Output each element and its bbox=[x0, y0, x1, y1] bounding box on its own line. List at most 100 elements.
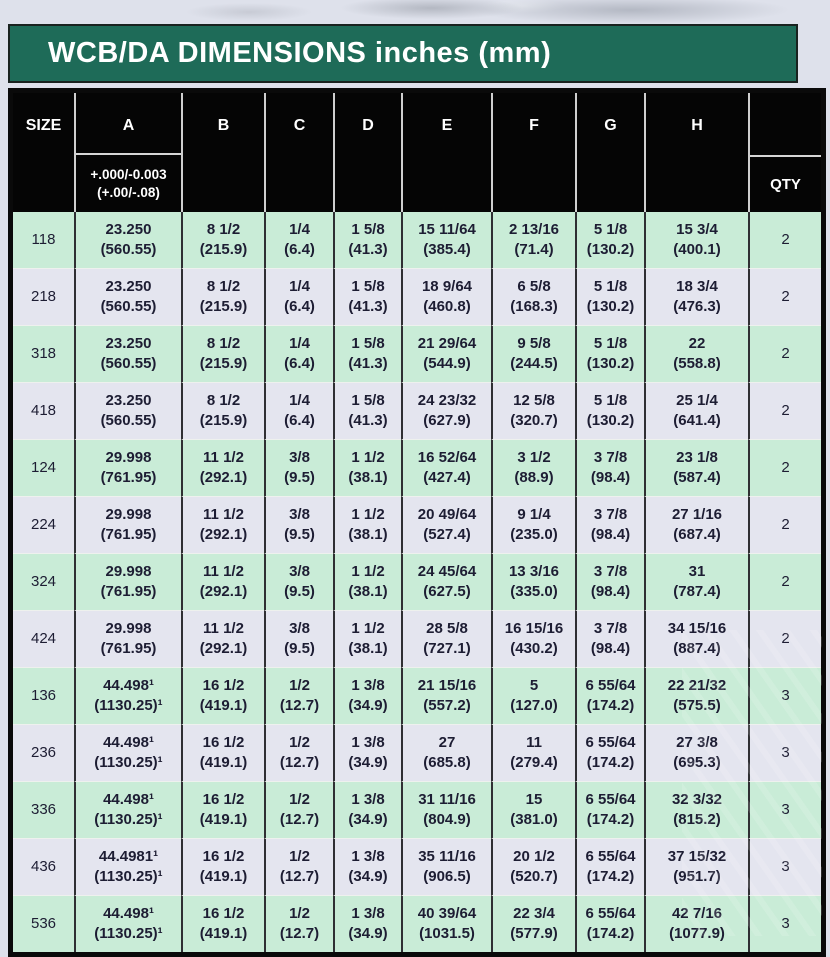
dim-cell-g: 5 1/8 (130.2) bbox=[575, 382, 644, 439]
dim-mm: (1077.9) bbox=[669, 925, 725, 942]
dim-cell-c: 3/8 (9.5) bbox=[264, 496, 333, 553]
dim-inches: 3/8 bbox=[289, 620, 310, 638]
dim-mm: (587.4) bbox=[673, 469, 721, 486]
dim-mm: (419.1) bbox=[199, 925, 248, 942]
dim-cell-b: 8 1/2 (215.9) bbox=[181, 382, 264, 439]
dimensions-table: SIZE A +.000/-0.003 (+.00/-.08) B C D E bbox=[8, 88, 826, 957]
dim-inches: 1 1/2 bbox=[351, 620, 385, 638]
dim-inches: 34 15/16 bbox=[667, 620, 727, 638]
qty-cell: 3 bbox=[748, 667, 821, 724]
qty-cell: 2 bbox=[748, 212, 821, 268]
dim-inches: 1/4 bbox=[289, 392, 310, 410]
dim-cell-e: 18 9/64 (460.8) bbox=[401, 268, 491, 325]
dim-inches: 1/2 bbox=[289, 848, 310, 866]
size-cell: 118 bbox=[13, 212, 74, 268]
dim-mm: (34.9) bbox=[348, 697, 388, 714]
dim-cell-b: 8 1/2 (215.9) bbox=[181, 268, 264, 325]
dim-cell-h: 27 3/8 (695.3) bbox=[644, 724, 748, 781]
qty-cell: 3 bbox=[748, 895, 821, 952]
table-row: 536 44.498¹ (1130.25)¹ 16 1/2 (419.1) 1/2 (12.… bbox=[13, 895, 821, 952]
dim-mm: (130.2) bbox=[586, 241, 635, 258]
dim-mm: (560.55) bbox=[100, 298, 157, 315]
dim-inches: 5 1/8 bbox=[593, 335, 628, 353]
dim-mm: (130.2) bbox=[586, 412, 635, 429]
dim-mm: (557.2) bbox=[423, 697, 471, 714]
dim-inches: 24 45/64 bbox=[417, 563, 477, 581]
dim-cell-d: 1 1/2 (38.1) bbox=[333, 610, 401, 667]
dim-mm: (12.7) bbox=[279, 811, 320, 828]
dim-mm: (1130.25)¹ bbox=[94, 754, 163, 771]
dim-cell-b: 11 1/2 (292.1) bbox=[181, 610, 264, 667]
dim-cell-g: 6 55/64 (174.2) bbox=[575, 724, 644, 781]
dim-cell-h: 27 1/16 (687.4) bbox=[644, 496, 748, 553]
dim-cell-b: 8 1/2 (215.9) bbox=[181, 212, 264, 268]
dim-inches: 37 15/32 bbox=[667, 848, 727, 866]
dim-inches: 6 55/64 bbox=[585, 677, 636, 695]
dim-mm: (38.1) bbox=[348, 640, 388, 657]
dim-mm: (687.4) bbox=[673, 526, 721, 543]
dim-mm: (174.2) bbox=[586, 697, 635, 714]
dim-mm: (560.55) bbox=[100, 355, 157, 372]
dim-mm: (98.4) bbox=[590, 469, 631, 486]
dim-inches: 23 1/8 bbox=[676, 449, 718, 467]
dim-cell-a: 44.4981¹ (1130.25)¹ bbox=[74, 838, 181, 895]
dim-cell-a: 44.498¹ (1130.25)¹ bbox=[74, 724, 181, 781]
table-body: 118 23.250 (560.55) 8 1/2 (215.9) 1/4 (6.4) 1 5… bbox=[13, 212, 821, 952]
dim-cell-e: 40 39/64 (1031.5) bbox=[401, 895, 491, 952]
table-row: 118 23.250 (560.55) 8 1/2 (215.9) 1/4 (6.4) 1 5… bbox=[13, 212, 821, 268]
dim-inches: 6 55/64 bbox=[585, 734, 636, 752]
dim-cell-b: 16 1/2 (419.1) bbox=[181, 838, 264, 895]
column-header-h: H bbox=[644, 93, 748, 212]
dim-mm: (558.8) bbox=[673, 355, 721, 372]
dim-cell-g: 6 55/64 (174.2) bbox=[575, 838, 644, 895]
qty-cell: 2 bbox=[748, 553, 821, 610]
dim-mm: (1130.25)¹ bbox=[94, 925, 163, 942]
dim-cell-g: 3 7/8 (98.4) bbox=[575, 610, 644, 667]
dim-inches: 31 11/16 bbox=[418, 791, 476, 809]
dim-inches: 1 5/8 bbox=[351, 335, 385, 353]
dim-inches: 16 1/2 bbox=[202, 677, 245, 695]
column-header-d: D bbox=[333, 93, 401, 212]
dim-mm: (460.8) bbox=[423, 298, 471, 315]
column-header-label: SIZE bbox=[25, 117, 62, 134]
dim-inches: 22 bbox=[688, 335, 706, 353]
dim-mm: (320.7) bbox=[510, 412, 558, 429]
column-header-label: C bbox=[293, 117, 306, 134]
dim-mm: (130.2) bbox=[586, 355, 635, 372]
dim-inches: 44.498¹ bbox=[103, 905, 154, 923]
size-cell: 224 bbox=[13, 496, 74, 553]
dim-inches: 9 1/4 bbox=[517, 506, 551, 524]
dim-mm: (41.3) bbox=[348, 412, 388, 429]
dim-mm: (577.9) bbox=[510, 925, 558, 942]
dim-inches: 16 52/64 bbox=[417, 449, 477, 467]
dim-cell-d: 1 1/2 (38.1) bbox=[333, 553, 401, 610]
dim-cell-h: 32 3/32 (815.2) bbox=[644, 781, 748, 838]
dim-inches: 3 1/2 bbox=[517, 449, 551, 467]
dim-inches: 15 11/64 bbox=[418, 221, 476, 239]
dim-inches: 21 15/16 bbox=[417, 677, 477, 695]
dim-cell-f: 13 3/16 (335.0) bbox=[491, 553, 575, 610]
dim-cell-a: 23.250 (560.55) bbox=[74, 382, 181, 439]
qty-cell: 2 bbox=[748, 382, 821, 439]
dim-cell-d: 1 3/8 (34.9) bbox=[333, 781, 401, 838]
dim-inches: 18 3/4 bbox=[676, 278, 718, 296]
dim-mm: (560.55) bbox=[100, 412, 157, 429]
dim-mm: (385.4) bbox=[423, 241, 471, 258]
qty-cell: 2 bbox=[748, 268, 821, 325]
table-title-bar: WCB/DA DIMENSIONS inches (mm) bbox=[8, 24, 798, 83]
dim-cell-f: 6 5/8 (168.3) bbox=[491, 268, 575, 325]
dim-inches: 23.250 bbox=[105, 221, 152, 239]
dim-mm: (215.9) bbox=[199, 355, 248, 372]
table-row: 336 44.498¹ (1130.25)¹ 16 1/2 (419.1) 1/2 (12.… bbox=[13, 781, 821, 838]
dim-cell-c: 3/8 (9.5) bbox=[264, 439, 333, 496]
dim-mm: (476.3) bbox=[673, 298, 721, 315]
dim-inches: 28 5/8 bbox=[426, 620, 468, 638]
dim-inches: 1 3/8 bbox=[351, 905, 385, 923]
qty-cell: 3 bbox=[748, 838, 821, 895]
dim-cell-f: 15 (381.0) bbox=[491, 781, 575, 838]
dim-mm: (627.9) bbox=[423, 412, 471, 429]
dim-cell-f: 12 5/8 (320.7) bbox=[491, 382, 575, 439]
dim-mm: (787.4) bbox=[673, 583, 721, 600]
qty-header-label: QTY bbox=[750, 155, 821, 212]
dim-cell-a: 44.498¹ (1130.25)¹ bbox=[74, 667, 181, 724]
